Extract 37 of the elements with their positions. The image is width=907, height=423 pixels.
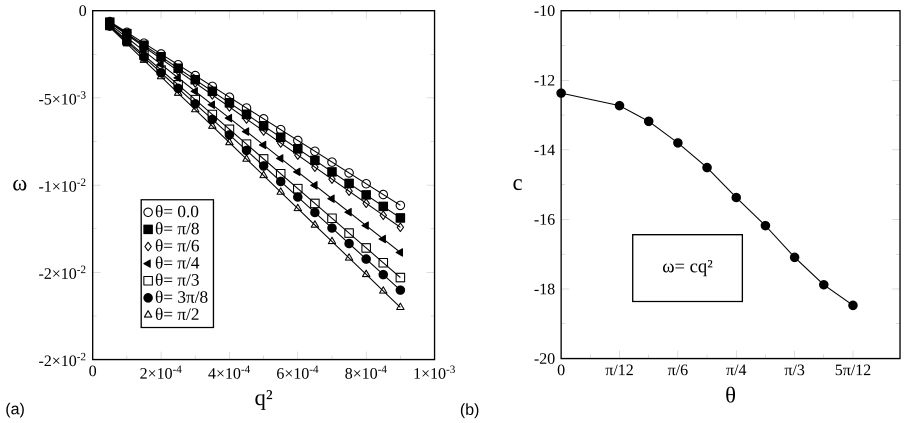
- x-tick-label: 4×10$^{-4}$: [208, 365, 250, 379]
- legend-label: θ= π/4: [156, 256, 200, 268]
- x-tick-label: 2×10$^{-4}$: [140, 365, 182, 379]
- x-tick-label: 6×10$^{-4}$: [277, 365, 318, 379]
- legend-label: θ= 0.0: [156, 204, 198, 218]
- x-axis-title: θ: [726, 386, 736, 402]
- x-tick-label: π/6: [668, 364, 688, 376]
- text: (a): [6, 402, 24, 418]
- x-tick-label: π/3: [784, 364, 804, 376]
- y-tick-label: -18: [534, 283, 555, 294]
- x-axis-title: q²: [255, 390, 272, 410]
- y-tick-label: -16: [534, 214, 555, 225]
- y-tick-label: -2×10$^{-2}$: [39, 352, 86, 366]
- y-tick-label: 0: [79, 5, 86, 16]
- annotation: ω= cq²: [663, 260, 712, 276]
- y-axis-title: c: [513, 178, 522, 190]
- y-tick-label: -10: [534, 5, 555, 16]
- legend-label: θ= π/8: [156, 222, 199, 234]
- legend-label: θ= π/3: [156, 273, 199, 286]
- y-tick-label: -5×10$^{-3}$: [39, 91, 86, 104]
- y-tick-label: -2×10$^{-2}$: [39, 265, 86, 279]
- x-tick-label: 1×10$^{-3}$: [414, 365, 455, 379]
- text: (b): [460, 403, 478, 418]
- y-tick-label: -20: [534, 352, 555, 364]
- x-tick-label: 0: [558, 364, 565, 376]
- y-axis-title: ω: [13, 179, 26, 190]
- x-tick-label: 0: [89, 365, 96, 376]
- y-tick-label: -14: [534, 144, 555, 155]
- legend-label: θ= π/2: [156, 307, 199, 320]
- y-tick-label: -12: [534, 74, 554, 86]
- x-tick-label: π/12: [606, 364, 633, 376]
- x-tick-label: 8×10$^{-4}$: [345, 365, 387, 379]
- legend-label: θ= π/6: [156, 239, 199, 252]
- x-tick-label: 5π/12: [836, 364, 870, 376]
- legend-label: θ= 3π/8: [156, 290, 208, 303]
- y-tick-label: -1×10$^{-2}$: [39, 178, 86, 192]
- x-tick-label: π/4: [726, 364, 746, 375]
